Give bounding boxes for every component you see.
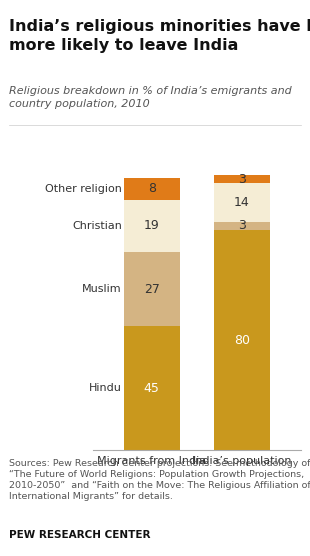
Bar <box>214 222 270 230</box>
Bar <box>214 230 270 450</box>
Text: 45: 45 <box>144 382 160 395</box>
Text: PEW RESEARCH CENTER: PEW RESEARCH CENTER <box>9 530 151 540</box>
Text: 14: 14 <box>234 196 250 209</box>
Bar <box>124 178 180 200</box>
Text: Muslim: Muslim <box>82 284 122 294</box>
Bar <box>124 326 180 450</box>
Text: Other religion: Other religion <box>45 184 122 194</box>
Text: 8: 8 <box>148 182 156 195</box>
Bar <box>214 175 270 183</box>
Text: 27: 27 <box>144 283 160 296</box>
Text: India’s religious minorities have been
more likely to leave India: India’s religious minorities have been m… <box>9 19 310 53</box>
Text: 80: 80 <box>234 334 250 347</box>
Bar <box>124 200 180 252</box>
Text: Sources: Pew Research Center projections. See methodology of
“The Future of Worl: Sources: Pew Research Center projections… <box>9 459 310 501</box>
Bar <box>124 252 180 326</box>
Text: 3: 3 <box>238 220 246 232</box>
Bar <box>214 183 270 222</box>
Text: Christian: Christian <box>72 221 122 231</box>
Text: 19: 19 <box>144 220 160 232</box>
Text: Religious breakdown in % of India’s emigrants and
country population, 2010: Religious breakdown in % of India’s emig… <box>9 86 292 108</box>
Text: Hindu: Hindu <box>89 384 122 394</box>
Text: 3: 3 <box>238 172 246 186</box>
